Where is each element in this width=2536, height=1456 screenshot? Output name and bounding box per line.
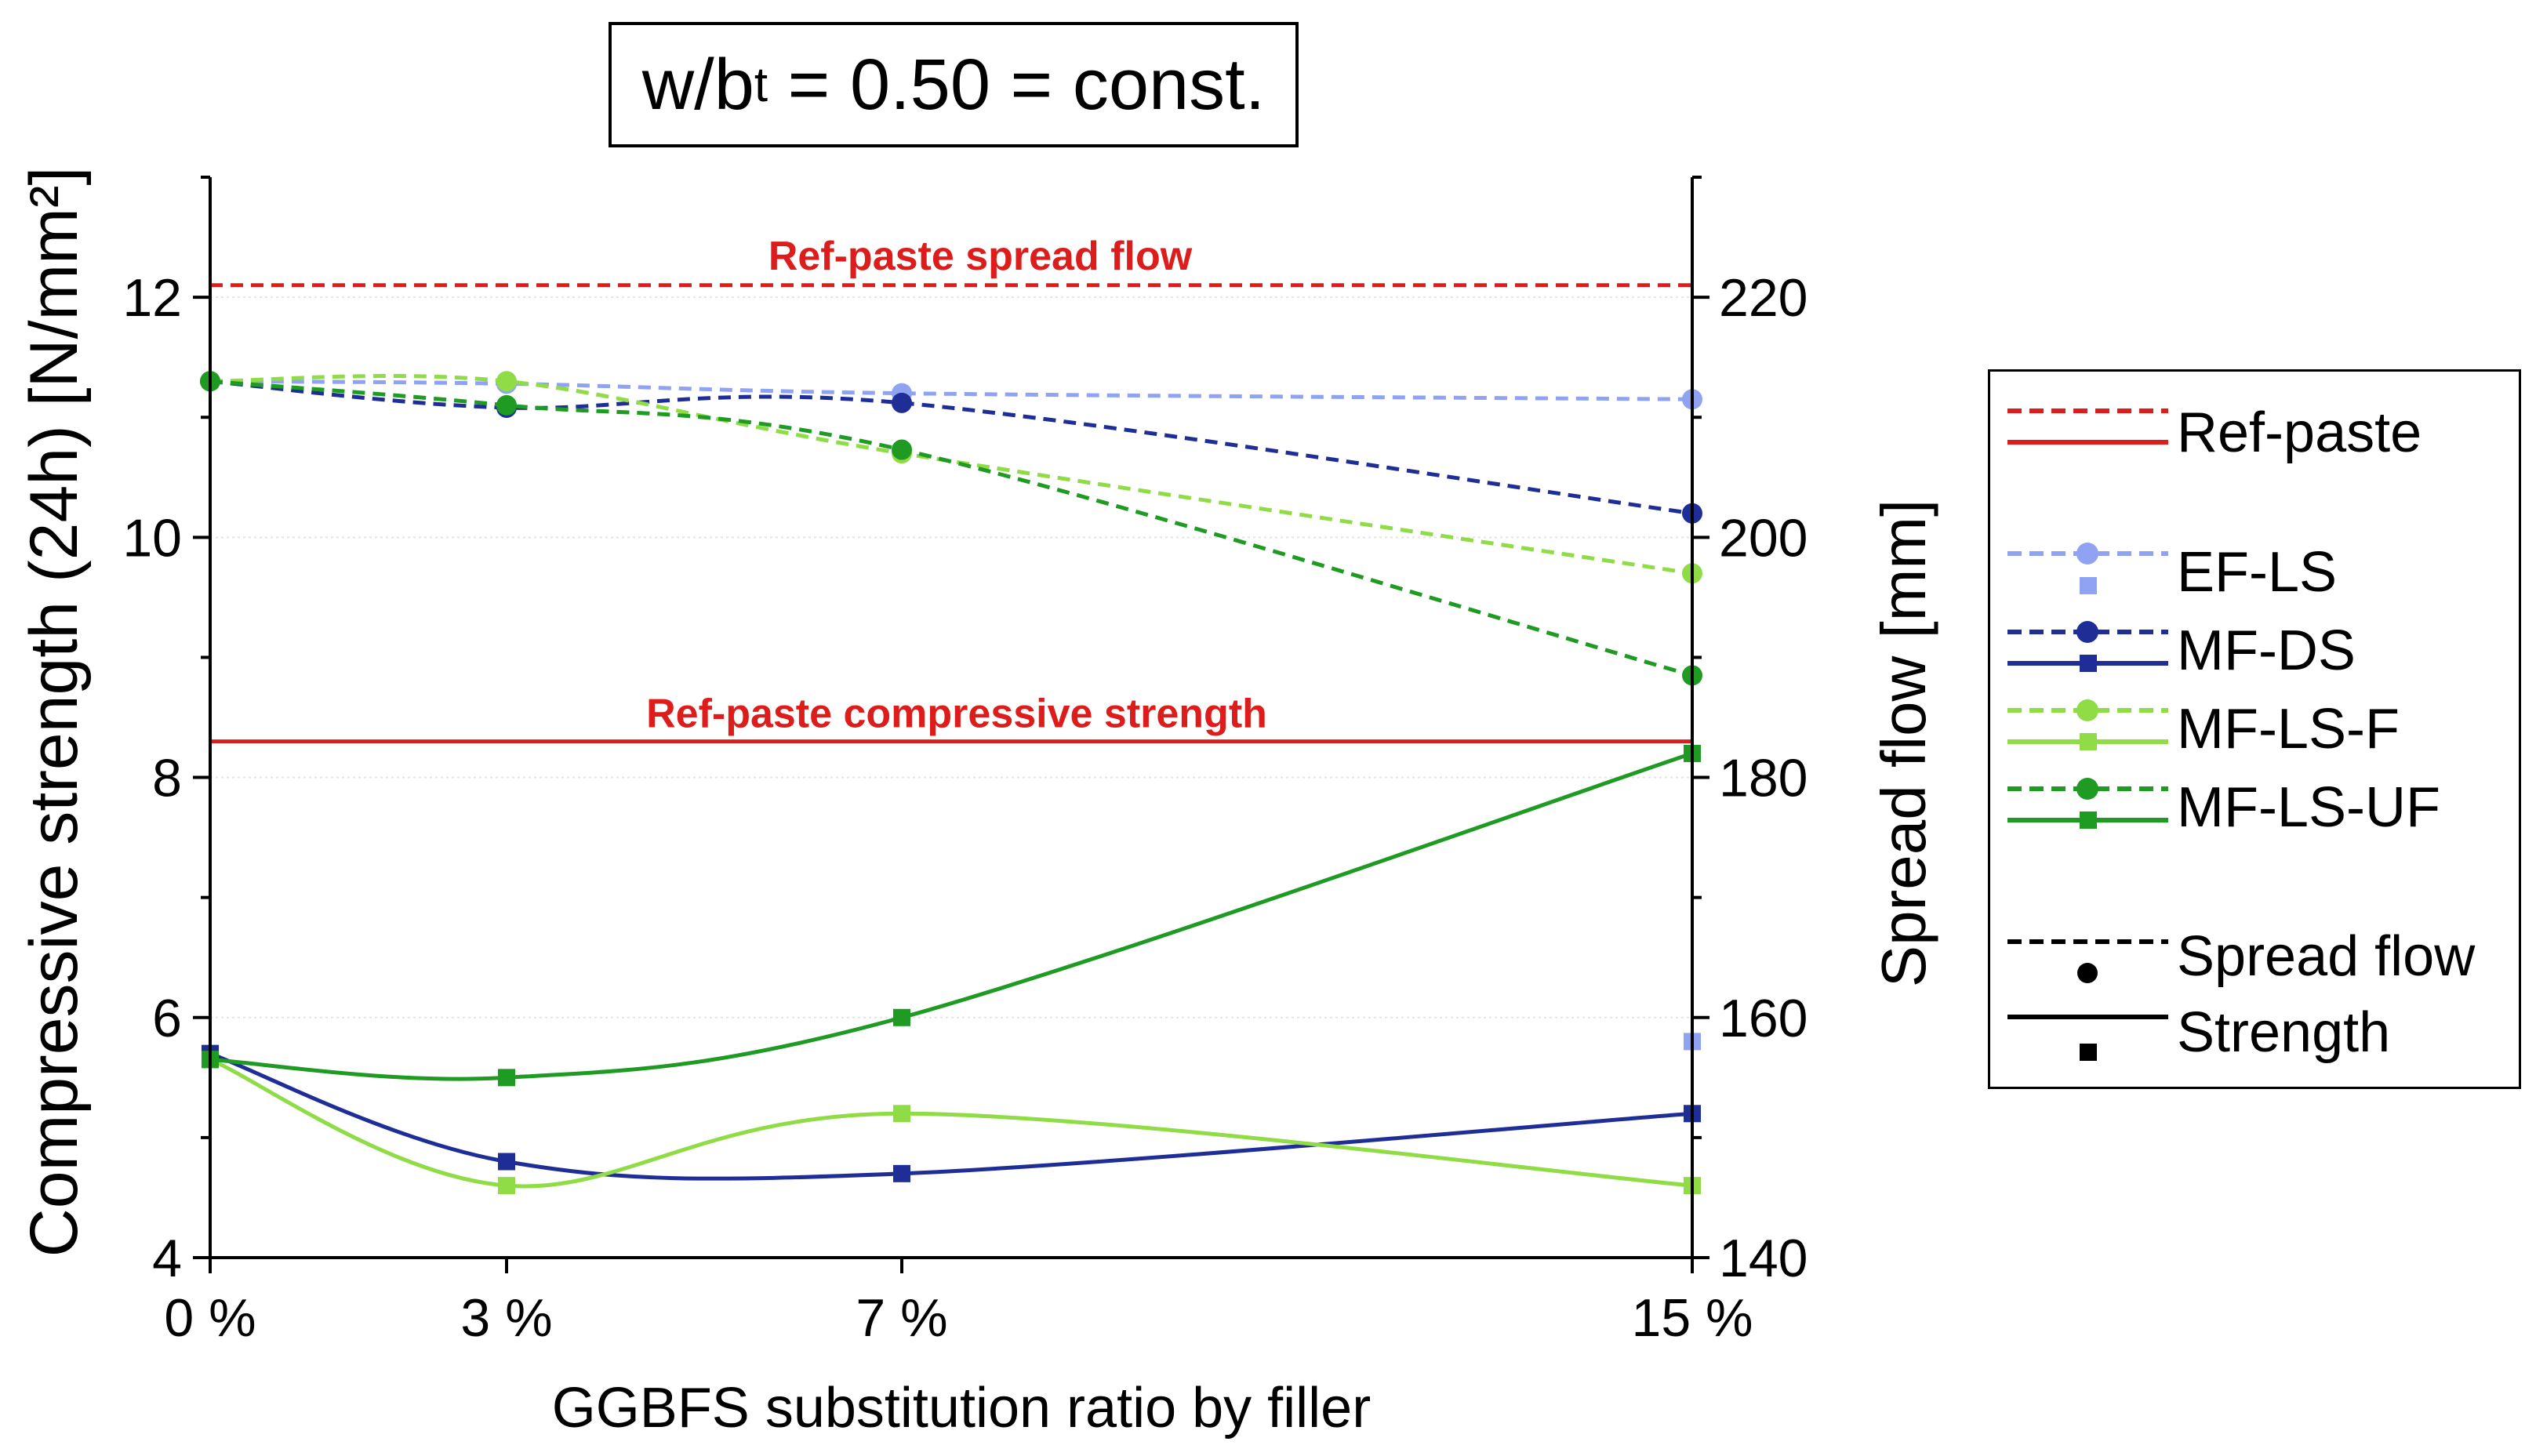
y2-tick-label: 160 xyxy=(1719,989,1808,1048)
legend-swatch-mf-ds xyxy=(2007,621,2168,672)
legend-swatch-mf-ls-f xyxy=(2007,699,2168,750)
y2-axis-label: Spread flow [mm] xyxy=(1869,499,1938,987)
title-main: w/b xyxy=(641,44,754,125)
legend-item-spread-flow: Spread flow xyxy=(1990,924,2519,1011)
title-tail: = 0.50 = const. xyxy=(768,44,1266,125)
legend-item-strength: Strength xyxy=(1990,1003,2519,1089)
legend-label-ref-paste: Ref-paste xyxy=(2177,401,2422,464)
spread-flow-point-mf-ls-f xyxy=(496,371,517,392)
x-tick-label: 7 % xyxy=(856,1288,947,1348)
legend-item-mf-ds: MF-DS xyxy=(1990,615,2519,701)
y-tick-label: 12 xyxy=(122,268,182,328)
strength-line-mf-ls-f xyxy=(209,1058,1693,1189)
chart-title: w/b t = 0.50 = const. xyxy=(609,22,1299,147)
series-layer xyxy=(200,371,1702,1195)
y2-tick-label: 200 xyxy=(1719,508,1808,568)
legend: Ref-paste EF-LS MF-DS MF-LS-F xyxy=(1988,369,2521,1089)
legend-swatch-ef-ls xyxy=(2007,543,2168,594)
strength-point-mf-ls-uf xyxy=(498,1069,515,1087)
strength-line-mf-ls-uf xyxy=(209,751,1693,1081)
ref-compressive-strength-label: Ref-paste compressive strength xyxy=(646,692,1267,737)
spread-flow-line-mf-ds xyxy=(209,379,1693,516)
y-axis-label: Compressive strength (24h) [N/mm²] xyxy=(16,167,92,1258)
legend-item-mf-ls-uf: MF-LS-UF xyxy=(1990,772,2519,858)
spread-flow-point-mf-ls-uf xyxy=(496,394,517,416)
y-tick-label: 4 xyxy=(152,1229,182,1288)
strength-point-mf-ls-f xyxy=(498,1177,515,1195)
legend-label-mf-ls-uf: MF-LS-UF xyxy=(2177,776,2440,839)
y2-tick-label: 180 xyxy=(1719,749,1808,808)
spread-flow-line-mf-ls-uf xyxy=(209,379,1693,677)
legend-label-mf-ds: MF-DS xyxy=(2177,619,2356,682)
y-tick-label: 8 xyxy=(152,749,182,808)
y-tick-label: 10 xyxy=(122,508,182,568)
legend-swatch-strength xyxy=(2007,1015,2168,1061)
strength-point-mf-ls-f xyxy=(893,1105,910,1123)
y2-tick-label: 220 xyxy=(1719,268,1808,328)
axes: 4 6 8 10 12 140 160 180 200 220 0 % 3 % 7 % 15 % xyxy=(122,176,1808,1348)
ref-spread-flow-label: Ref-paste spread flow xyxy=(768,234,1193,279)
legend-label-mf-ls-f: MF-LS-F xyxy=(2177,698,2400,761)
legend-item-mf-ls-f: MF-LS-F xyxy=(1990,693,2519,779)
strength-point-mf-ds xyxy=(893,1164,910,1182)
y-tick-label: 6 xyxy=(152,989,182,1048)
legend-swatch-spread-flow xyxy=(2007,939,2168,983)
x-axis-label: GGBFS substitution ratio by filler xyxy=(552,1377,1371,1440)
spread-flow-point-mf-ds xyxy=(892,392,912,413)
title-subscript: t xyxy=(754,57,768,112)
y2-tick-label: 140 xyxy=(1719,1229,1808,1288)
legend-label-spread-flow: Spread flow xyxy=(2177,925,2476,988)
legend-swatch-ref-paste xyxy=(2007,408,2168,445)
reference-lines xyxy=(210,283,1692,744)
strength-line-mf-ds xyxy=(209,1051,1693,1181)
gridlines xyxy=(210,296,1692,1018)
x-tick-label: 15 % xyxy=(1632,1288,1753,1348)
spread-flow-line-ef-ls xyxy=(209,379,1693,401)
strength-point-mf-ds xyxy=(498,1153,515,1171)
legend-swatch-mf-ls-uf xyxy=(2007,778,2168,829)
strength-point-mf-ls-uf xyxy=(893,1008,910,1026)
legend-item-ref-paste: Ref-paste xyxy=(1990,387,2519,474)
legend-label-strength: Strength xyxy=(2177,1001,2391,1064)
x-tick-label: 0 % xyxy=(164,1288,256,1348)
legend-label-ef-ls: EF-LS xyxy=(2177,541,2338,604)
x-tick-label: 3 % xyxy=(460,1288,552,1348)
spread-flow-line-mf-ls-f xyxy=(209,373,1693,576)
legend-item-ef-ls: EF-LS xyxy=(1990,536,2519,623)
spread-flow-point-mf-ls-uf xyxy=(892,439,912,460)
